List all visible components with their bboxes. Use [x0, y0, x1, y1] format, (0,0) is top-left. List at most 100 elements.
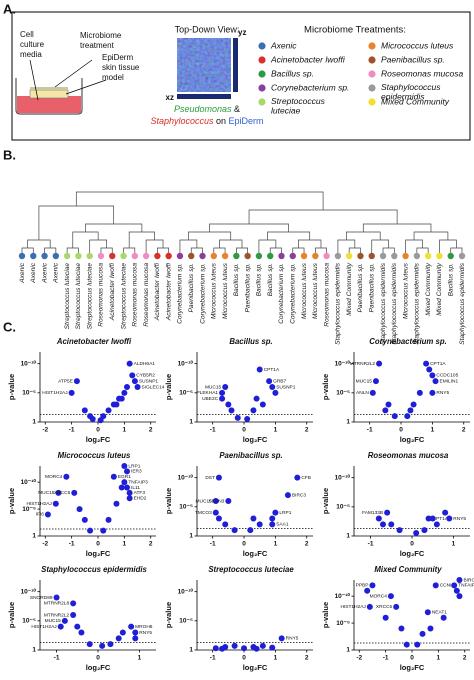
- data-point: [124, 484, 130, 491]
- gene-label: EGR1: [118, 474, 131, 480]
- data-point: [421, 527, 428, 534]
- gene-label: DST: [205, 475, 215, 481]
- data-point: [244, 415, 251, 422]
- leaf-label: Paenibacillus sp.: [244, 263, 251, 313]
- y-axis-label: p-value: [321, 488, 330, 514]
- legend-swatch: [368, 84, 376, 92]
- y-axis-label: p-value: [7, 488, 16, 514]
- y-tick-label: 10⁻¹⁰: [178, 359, 194, 367]
- data-point: [132, 629, 139, 636]
- data-point: [74, 623, 81, 630]
- data-point: [272, 509, 279, 516]
- data-point: [369, 582, 376, 589]
- data-point: [61, 617, 68, 624]
- leaf-label: Paenibacillus sp.: [368, 263, 375, 313]
- leaf-dot: [120, 252, 127, 260]
- leaf-dot: [300, 252, 308, 260]
- leaf-dot: [176, 252, 184, 260]
- data-point: [266, 378, 273, 385]
- y-tick-label: 10⁻⁵: [179, 504, 193, 511]
- data-point: [269, 515, 276, 522]
- data-point: [369, 389, 376, 396]
- data-point: [396, 527, 403, 534]
- x-tick-label: 1: [123, 427, 127, 434]
- leaf-label: Micrococcus luteus: [402, 262, 409, 319]
- leaf-dot: [278, 252, 285, 260]
- data-point: [404, 413, 411, 420]
- legend-label: Acinetobacter lwoffi: [270, 54, 346, 64]
- gene-label: CCDC105: [436, 373, 458, 379]
- x-tick-label: 1: [274, 427, 278, 434]
- leaf-label: Corynebacterium sp.: [199, 263, 206, 324]
- leaf-label: Bacillus sp.: [447, 263, 454, 297]
- data-point: [118, 395, 125, 402]
- legend-label: Micrococcus luteus: [381, 40, 454, 50]
- data-point: [426, 366, 433, 373]
- gene-label: SUSNP1: [276, 384, 296, 390]
- data-point: [118, 484, 125, 491]
- microscopy-image: [177, 38, 238, 99]
- data-point: [269, 384, 276, 390]
- x-tick-label: 0: [96, 541, 100, 548]
- gene-label: PLEKHA1: [196, 390, 218, 396]
- dendrogram-branch: [298, 239, 322, 248]
- data-point: [70, 612, 77, 618]
- gene-label: SUSNP1: [139, 378, 159, 384]
- legend-label: Staphylococcus epidermidis: [381, 82, 441, 102]
- gene-label: FAM133B: [362, 510, 383, 516]
- legend-swatch: [368, 98, 376, 106]
- leaf-dot: [312, 252, 319, 260]
- data-point: [432, 582, 439, 589]
- data-point: [115, 635, 122, 642]
- data-point: [107, 641, 114, 648]
- data-point: [241, 645, 248, 652]
- y-tick-label: 1: [346, 533, 350, 540]
- x-tick-label: 2: [305, 541, 309, 548]
- x-tick-label: 1: [138, 655, 142, 662]
- plot-title: Acinetobacter lwoffi: [56, 337, 132, 346]
- x-tick-label: 2: [463, 655, 467, 662]
- gene-label: EMILIN1: [440, 378, 459, 384]
- data-point: [259, 642, 266, 649]
- x-tick-label: 0: [410, 541, 414, 548]
- gene-label: ATF3: [134, 490, 146, 496]
- y-axis-label: p-value: [164, 374, 173, 400]
- leaf-label: Roseomonas mucosa: [143, 263, 150, 327]
- leaf-dot: [391, 252, 398, 260]
- x-tick-label: 1: [274, 541, 278, 548]
- y-tick-label: 10⁻¹⁰: [21, 587, 37, 595]
- gene-label: HIST1H2AJ: [42, 390, 68, 396]
- data-point: [384, 509, 391, 516]
- data-point: [71, 489, 78, 496]
- y-tick-label: 10⁻⁵: [22, 390, 36, 397]
- legend-swatch: [258, 70, 266, 78]
- gene-label: PPBP: [356, 583, 369, 589]
- dendrogram-branch: [75, 191, 324, 210]
- gene-label: MORC4: [45, 474, 63, 480]
- plot-title: Corynebacterium sp.: [369, 337, 447, 346]
- caption-join: &: [234, 104, 240, 114]
- media-label: culture: [20, 40, 45, 49]
- leaf-label: Roseomonas mucosa: [132, 263, 139, 327]
- legend-label: Corynebacterium sp.: [271, 82, 349, 92]
- gene-label: MTRNR2L8: [44, 601, 70, 607]
- leaf-label: Axenic: [19, 262, 26, 283]
- x-tick-label: 2: [305, 655, 309, 662]
- gene-label: TNFAIP3: [128, 479, 148, 485]
- y-tick-label: 1: [189, 419, 193, 426]
- data-point: [429, 515, 436, 522]
- leaf-label: Mixed Community: [425, 262, 432, 315]
- data-point: [87, 527, 94, 534]
- gene-label: SESN3: [209, 498, 225, 504]
- y-tick-label: 1: [32, 419, 36, 426]
- data-point: [269, 644, 276, 651]
- gene-label: CPT1A: [433, 516, 449, 522]
- gene-label: UBE2C: [202, 396, 219, 402]
- leaf-dot: [267, 252, 274, 260]
- x-axis-label: log₂FC: [243, 435, 268, 444]
- x-axis-label: log₂FC: [400, 663, 425, 672]
- gene-label: ATP5E: [58, 378, 73, 384]
- x-axis-label: log₂FC: [400, 435, 425, 444]
- gene-label: EHD2: [134, 496, 147, 502]
- x-tick-label: -1: [210, 541, 216, 548]
